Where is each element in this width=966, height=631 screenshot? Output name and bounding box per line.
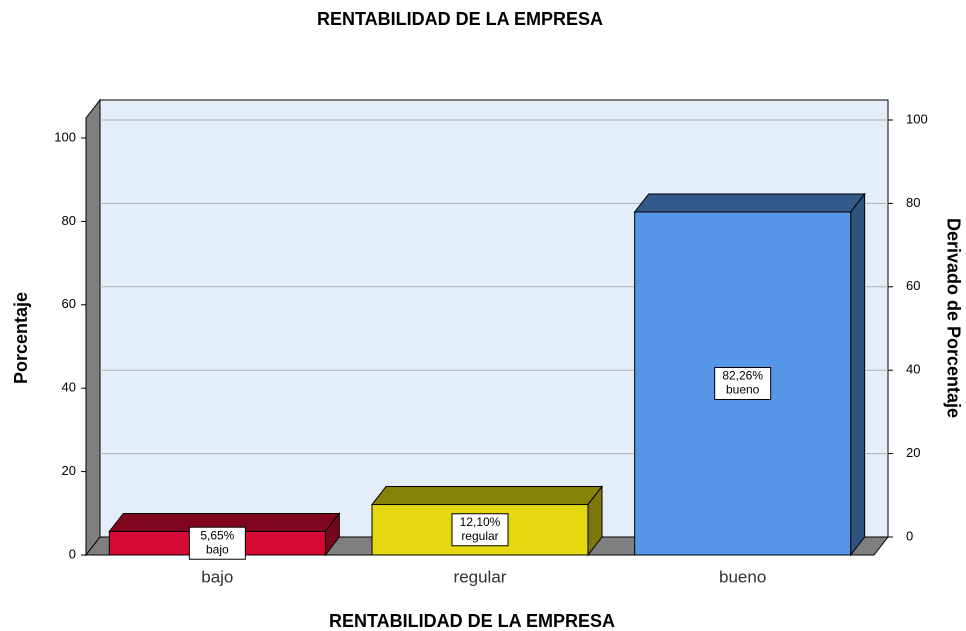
x-tick-label: bueno — [719, 567, 766, 586]
y-tick-label: 40 — [62, 380, 76, 395]
y-tick-label: 60 — [62, 296, 76, 311]
y-tick-label: 0 — [69, 546, 76, 561]
value-label-box — [188, 526, 246, 560]
y2-tick-label: 80 — [906, 195, 920, 210]
y2-tick-label: 40 — [906, 362, 920, 377]
y-tick-label: 20 — [62, 463, 76, 478]
value-label-box — [451, 513, 509, 547]
bar-top — [633, 193, 866, 213]
x-axis-title: RENTABILIDAD DE LA EMPRESA — [329, 611, 615, 631]
left-wall — [85, 98, 101, 557]
y-tick-label: 80 — [62, 213, 76, 228]
bar-side — [850, 192, 866, 557]
y2-tick-label: 60 — [906, 278, 920, 293]
value-label: 5,65% — [200, 528, 234, 542]
x-tick-label: bajo — [201, 567, 233, 586]
y-axis-title: Porcentaje — [11, 292, 31, 384]
y2-tick-label: 0 — [906, 528, 913, 543]
chart-title: RENTABILIDAD DE LA EMPRESA — [317, 9, 603, 29]
y2-tick-label: 100 — [906, 111, 928, 126]
value-label-category: bueno — [726, 383, 760, 397]
value-label: 82,26% — [722, 369, 763, 383]
bar — [371, 504, 589, 556]
y-tick-label: 100 — [54, 129, 76, 144]
x-tick-label: regular — [454, 567, 507, 586]
value-label-box — [714, 366, 772, 400]
value-label-category: regular — [461, 529, 498, 543]
y2-axis-title: Derivado de Porcentaje — [943, 218, 963, 418]
bar-top — [370, 486, 604, 506]
y2-tick-label: 20 — [906, 445, 920, 460]
value-label: 12,10% — [460, 515, 501, 529]
value-label-category: bajo — [206, 542, 229, 556]
